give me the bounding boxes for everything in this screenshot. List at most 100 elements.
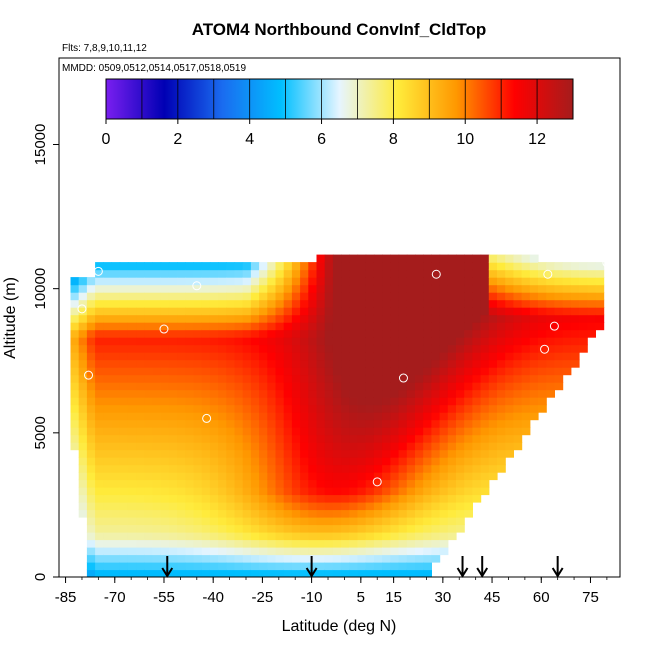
heat-cell — [406, 509, 416, 518]
heat-cell — [127, 277, 137, 286]
heat-cell — [127, 532, 137, 541]
heat-cell — [439, 509, 449, 518]
heat-cell — [144, 472, 154, 481]
heat-cell — [349, 472, 359, 481]
heat-cell — [373, 509, 383, 518]
heat-cell — [423, 502, 432, 511]
heat-cell — [136, 359, 145, 368]
heat-cell — [529, 374, 539, 383]
heat-cell — [136, 299, 145, 308]
heat-cell — [119, 284, 129, 293]
heat-cell — [373, 427, 383, 436]
heat-cell — [357, 479, 367, 488]
heat-cell — [431, 464, 441, 473]
heat-cell — [456, 457, 465, 466]
heat-cell — [324, 269, 334, 278]
heat-cell — [193, 404, 203, 413]
heat-cell — [415, 539, 424, 548]
heat-cell — [398, 569, 408, 577]
heat-cell — [308, 524, 318, 533]
heat-cell — [316, 254, 326, 263]
heat-cell — [168, 382, 178, 391]
heat-cell — [423, 547, 432, 556]
heat-cell — [562, 352, 572, 361]
heat-cell — [259, 464, 268, 473]
heat-cell — [332, 539, 342, 548]
heat-cell — [300, 569, 309, 577]
heat-cell — [554, 337, 564, 346]
heat-cell — [497, 292, 506, 301]
heat-cell — [415, 374, 424, 383]
heat-cell — [431, 344, 441, 353]
heat-cell — [201, 442, 211, 451]
heat-cell — [136, 404, 145, 413]
heat-cell — [144, 374, 154, 383]
heat-cell — [316, 449, 326, 458]
heat-cell — [242, 419, 252, 428]
heat-cell — [341, 562, 350, 571]
heat-cell — [291, 299, 301, 308]
heat-cell — [152, 562, 162, 571]
heat-cell — [209, 389, 219, 398]
heat-cell — [86, 404, 96, 413]
heat-cell — [456, 314, 465, 323]
heat-cell — [382, 479, 391, 488]
heat-cell — [341, 269, 350, 278]
heat-cell — [316, 337, 326, 346]
heat-cell — [250, 292, 260, 301]
heat-cell — [562, 344, 572, 353]
heat-cell — [250, 299, 260, 308]
heat-cell — [324, 359, 334, 368]
heat-cell — [423, 254, 432, 263]
heat-cell — [423, 442, 432, 451]
heat-cell — [390, 412, 400, 421]
heat-cell — [472, 337, 482, 346]
heat-cell — [423, 562, 432, 571]
heat-cell — [267, 434, 277, 443]
heat-cell — [300, 434, 309, 443]
heat-cell — [95, 359, 104, 368]
heat-cell — [373, 457, 383, 466]
heat-cell — [218, 532, 227, 541]
heat-cell — [406, 352, 416, 361]
heat-cell — [488, 314, 498, 323]
heat-cell — [250, 517, 260, 526]
arrow-head — [551, 567, 564, 578]
heat-cell — [177, 344, 186, 353]
heat-cell — [308, 352, 318, 361]
heat-cell — [349, 554, 359, 563]
heat-cell — [439, 352, 449, 361]
heat-cell — [439, 427, 449, 436]
heat-cell — [521, 367, 531, 376]
heat-cell — [86, 419, 96, 428]
heat-cell — [185, 509, 195, 518]
heat-cell — [127, 554, 137, 563]
heat-cell — [497, 419, 506, 428]
heat-cell — [250, 397, 260, 406]
heat-cell — [579, 269, 588, 278]
heat-cell — [423, 292, 432, 301]
heat-cell — [365, 419, 375, 428]
heat-cell — [406, 292, 416, 301]
heat-cell — [300, 547, 309, 556]
heat-cell — [259, 292, 268, 301]
heat-cell — [234, 314, 244, 323]
heat-cell — [119, 359, 129, 368]
heat-cell — [456, 487, 465, 496]
heat-cell — [209, 412, 219, 421]
heat-cell — [185, 269, 195, 278]
heat-cell — [136, 397, 145, 406]
heat-cell — [488, 464, 498, 473]
heat-cell — [439, 292, 449, 301]
heat-cell — [226, 322, 236, 331]
heat-cell — [382, 464, 391, 473]
heat-cell — [136, 449, 145, 458]
heat-cell — [406, 457, 416, 466]
heat-cell — [250, 367, 260, 376]
heat-cell — [332, 457, 342, 466]
heat-cell — [357, 412, 367, 421]
heat-cell — [357, 532, 367, 541]
heat-cell — [111, 299, 121, 308]
x-axis-label: Latitude (deg N) — [282, 618, 397, 635]
heat-cell — [308, 494, 318, 503]
